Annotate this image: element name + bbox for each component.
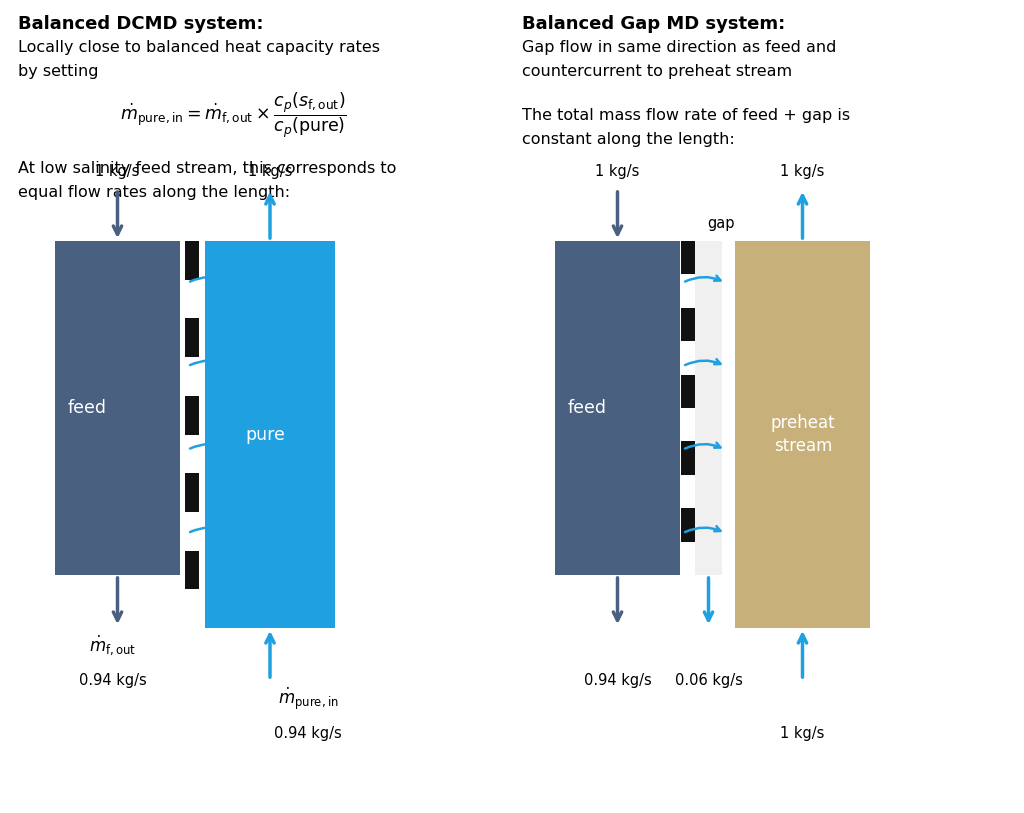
Text: feed: feed [567, 399, 606, 417]
Bar [681, 341, 694, 375]
Bar [681, 408, 694, 441]
Bar [185, 434, 200, 473]
Text: equal flow rates along the length:: equal flow rates along the length: [18, 185, 290, 200]
Bar [185, 280, 200, 319]
Text: countercurrent to preheat stream: countercurrent to preheat stream [522, 64, 793, 79]
Bar [185, 396, 200, 434]
Bar [185, 512, 200, 550]
Bar [185, 473, 200, 512]
Bar [681, 241, 694, 275]
Text: 0.94 kg/s: 0.94 kg/s [79, 673, 146, 688]
Text: $\dot{m}_{\mathrm{f,out}}$: $\dot{m}_{\mathrm{f,out}}$ [89, 633, 136, 657]
Text: 1 kg/s: 1 kg/s [780, 164, 824, 179]
Bar [681, 475, 694, 508]
Text: by setting: by setting [18, 64, 98, 79]
Bar [695, 241, 722, 575]
Text: pure: pure [245, 425, 285, 444]
Bar [185, 550, 200, 589]
Text: 1 kg/s: 1 kg/s [248, 164, 292, 179]
Text: At low salinity feed stream, this corresponds to: At low salinity feed stream, this corres… [18, 161, 396, 176]
Text: $\dot{m}_{\mathrm{pure,in}}$: $\dot{m}_{\mathrm{pure,in}}$ [278, 686, 338, 712]
Bar [555, 241, 680, 575]
Bar [681, 375, 694, 408]
Bar [681, 541, 694, 575]
Text: Balanced DCMD system:: Balanced DCMD system: [18, 15, 263, 33]
Bar [185, 241, 200, 280]
Bar [681, 308, 694, 341]
Text: constant along the length:: constant along the length: [522, 132, 735, 147]
Text: Gap flow in same direction as feed and: Gap flow in same direction as feed and [522, 40, 837, 55]
Text: 0.94 kg/s: 0.94 kg/s [584, 673, 651, 688]
Bar [185, 589, 200, 628]
Text: 0.06 kg/s: 0.06 kg/s [675, 673, 742, 688]
Text: 1 kg/s: 1 kg/s [595, 164, 640, 179]
Bar [185, 319, 200, 357]
Text: 0.94 kg/s: 0.94 kg/s [274, 726, 342, 741]
Bar [735, 241, 870, 628]
Text: Locally close to balanced heat capacity rates: Locally close to balanced heat capacity … [18, 40, 380, 55]
Bar [185, 357, 200, 396]
Text: The total mass flow rate of feed + gap is: The total mass flow rate of feed + gap i… [522, 108, 850, 123]
Text: 1 kg/s: 1 kg/s [780, 726, 824, 741]
Bar [681, 275, 694, 308]
Text: gap: gap [708, 216, 735, 231]
Text: 1 kg/s: 1 kg/s [95, 164, 139, 179]
Bar [681, 441, 694, 475]
Text: Balanced Gap MD system:: Balanced Gap MD system: [522, 15, 785, 33]
Text: preheat
stream: preheat stream [771, 414, 836, 455]
Text: feed: feed [68, 399, 106, 417]
Bar [55, 241, 180, 575]
Bar [681, 508, 694, 541]
Bar [205, 241, 335, 628]
Text: $\dot{m}_{\mathrm{pure,in}} = \dot{m}_{\mathrm{f,out}} \times \dfrac{c_p(s_{\mat: $\dot{m}_{\mathrm{pure,in}} = \dot{m}_{\… [120, 91, 347, 141]
